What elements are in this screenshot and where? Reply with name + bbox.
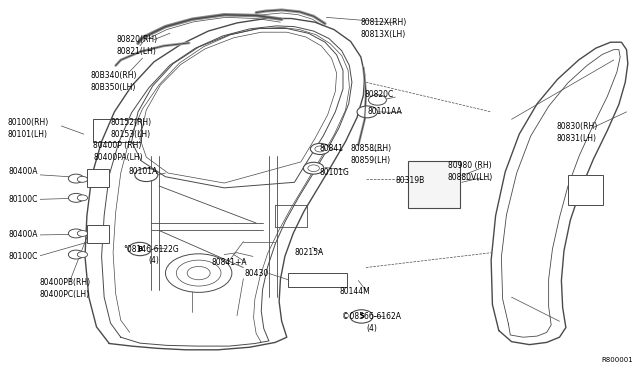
Circle shape <box>77 176 88 182</box>
Text: 80B350(LH): 80B350(LH) <box>90 83 136 92</box>
Text: ©08566-6162A: ©08566-6162A <box>342 312 401 321</box>
Circle shape <box>369 95 387 105</box>
Circle shape <box>350 310 373 323</box>
Text: 80215A: 80215A <box>294 248 324 257</box>
Text: 80152(RH): 80152(RH) <box>111 119 152 128</box>
Text: 80813X(LH): 80813X(LH) <box>360 30 406 39</box>
Circle shape <box>303 162 324 174</box>
Text: 80841: 80841 <box>320 144 344 153</box>
Circle shape <box>77 231 88 236</box>
Text: 80319B: 80319B <box>396 176 424 185</box>
Circle shape <box>68 193 84 202</box>
Text: 80400P (RH): 80400P (RH) <box>93 141 141 151</box>
Circle shape <box>68 250 84 259</box>
Text: 80B340(RH): 80B340(RH) <box>90 71 136 80</box>
Text: 80144M: 80144M <box>339 287 370 296</box>
Bar <box>568 175 603 205</box>
Text: 80841+A: 80841+A <box>211 258 247 267</box>
Text: 80820(RH): 80820(RH) <box>117 35 158 44</box>
Text: 80400PA(LH): 80400PA(LH) <box>93 153 143 162</box>
Text: 80830(RH): 80830(RH) <box>556 122 598 131</box>
Circle shape <box>77 195 88 201</box>
Text: 80880V(LH): 80880V(LH) <box>448 173 493 182</box>
Bar <box>93 119 141 141</box>
Circle shape <box>357 106 378 118</box>
Circle shape <box>308 165 319 171</box>
Text: 80831(LH): 80831(LH) <box>556 134 596 143</box>
Text: 80100(RH): 80100(RH) <box>7 119 49 128</box>
Text: 80400PC(LH): 80400PC(LH) <box>39 290 89 299</box>
Text: 80812X(RH): 80812X(RH) <box>360 19 406 28</box>
Circle shape <box>68 174 84 183</box>
Text: B: B <box>138 246 143 252</box>
Text: S: S <box>359 314 364 320</box>
Text: 80101A: 80101A <box>129 167 157 176</box>
Bar <box>87 225 109 243</box>
Text: 80400A: 80400A <box>8 167 38 176</box>
Bar <box>87 169 109 187</box>
Circle shape <box>129 242 152 256</box>
Text: 80858(RH): 80858(RH) <box>351 144 392 153</box>
Circle shape <box>135 168 158 182</box>
Text: 80820C: 80820C <box>365 90 394 99</box>
Text: 80101AA: 80101AA <box>367 107 402 116</box>
Text: (4): (4) <box>366 324 377 333</box>
Text: 80153(LH): 80153(LH) <box>111 130 150 140</box>
Bar <box>288 273 347 287</box>
Circle shape <box>310 143 330 154</box>
Text: (4): (4) <box>149 256 160 265</box>
Text: °08146-6122G: °08146-6122G <box>124 244 179 253</box>
Circle shape <box>68 229 84 238</box>
Circle shape <box>187 266 210 280</box>
Text: 80400A: 80400A <box>8 230 38 240</box>
Text: 80980 (RH): 80980 (RH) <box>448 161 492 170</box>
Text: 80859(LH): 80859(LH) <box>351 156 391 165</box>
Text: 80100C: 80100C <box>8 195 38 204</box>
Circle shape <box>176 260 221 286</box>
Text: 80400PB(RH): 80400PB(RH) <box>39 278 90 287</box>
Text: 80101(LH): 80101(LH) <box>7 130 47 140</box>
Text: 80100C: 80100C <box>8 252 38 261</box>
Text: R800001: R800001 <box>601 357 633 363</box>
Text: 80430: 80430 <box>244 269 269 278</box>
Text: 80821(LH): 80821(LH) <box>117 47 157 56</box>
Bar <box>408 161 461 208</box>
Text: 80101G: 80101G <box>320 168 350 177</box>
Circle shape <box>77 251 88 257</box>
Circle shape <box>315 146 325 152</box>
Circle shape <box>166 254 232 292</box>
